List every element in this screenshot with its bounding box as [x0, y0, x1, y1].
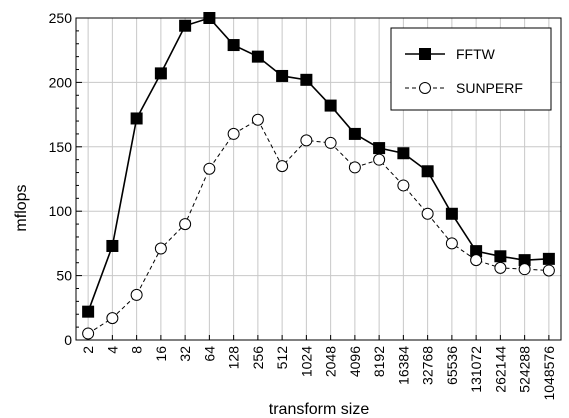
x-tick-label: 1024 — [298, 346, 314, 377]
data-point-sunperf — [227, 127, 240, 140]
legend-marker-fftw — [419, 48, 431, 60]
data-point-sunperf — [542, 264, 555, 277]
series-line-fftw — [87, 17, 549, 312]
data-point-fftw — [445, 207, 458, 220]
data-point-fftw — [251, 50, 264, 63]
x-tick-label: 256 — [250, 346, 266, 370]
series-sunperf — [82, 113, 555, 340]
data-point-sunperf — [154, 242, 167, 255]
y-tick-label: 200 — [49, 74, 73, 90]
y-axis-title: mflops — [13, 184, 30, 231]
x-axis-title: transform size — [269, 401, 370, 418]
data-point-fftw — [348, 127, 361, 140]
x-tick-label: 32768 — [420, 346, 436, 385]
y-tick-label: 250 — [49, 10, 73, 26]
grid-lines — [76, 18, 561, 340]
y-axis: 0 50 100 150 200 250 — [49, 10, 82, 348]
x-tick-label: 65536 — [444, 346, 460, 385]
legend-label-fftw: FFTW — [456, 46, 496, 62]
data-point-sunperf — [397, 179, 410, 192]
data-point-fftw — [227, 39, 240, 52]
x-tick-label: 128 — [226, 346, 242, 370]
data-point-fftw — [179, 19, 192, 32]
data-point-fftw — [421, 165, 434, 178]
legend-entry-fftw: FFTW — [405, 46, 496, 62]
x-tick-label: 131072 — [468, 346, 484, 393]
legend-label-sunperf: SUNPERF — [456, 80, 523, 96]
plot-area — [75, 17, 562, 341]
series-line-sunperf — [87, 119, 549, 334]
data-point-fftw — [542, 252, 555, 265]
x-axis: 2 4 8 16 32 64 128 256 512 1024 2048 4096 8192 16384 3… — [80, 335, 557, 401]
x-tick-label: 16384 — [395, 346, 411, 385]
data-point-fftw — [518, 254, 531, 267]
data-point-sunperf — [518, 263, 531, 276]
x-tick-label: 4096 — [347, 346, 363, 377]
x-tick-label: 4 — [104, 346, 120, 354]
data-point-fftw — [470, 245, 483, 258]
data-point-sunperf — [445, 237, 458, 250]
data-point-fftw — [397, 147, 410, 160]
data-point-sunperf — [179, 218, 192, 231]
x-tick-label: 1048576 — [541, 346, 557, 401]
data-point-sunperf — [130, 288, 143, 301]
data-point-sunperf — [324, 136, 337, 149]
y-tick-label: 50 — [56, 268, 72, 284]
data-point-sunperf — [300, 134, 313, 147]
x-tick-label: 2 — [80, 346, 96, 354]
series-fftw — [82, 12, 555, 318]
data-point-fftw — [373, 142, 386, 155]
y-tick-label: 0 — [64, 332, 72, 348]
legend-entry-sunperf: SUNPERF — [405, 80, 523, 96]
data-point-sunperf — [203, 162, 216, 175]
data-point-fftw — [203, 12, 216, 24]
y-tick-label: 100 — [49, 203, 73, 219]
data-point-fftw — [82, 305, 95, 318]
x-tick-label: 32 — [177, 346, 193, 362]
data-point-sunperf — [106, 312, 119, 325]
data-point-sunperf — [251, 113, 264, 126]
data-point-sunperf — [276, 160, 289, 173]
data-point-sunperf — [421, 207, 434, 220]
legend: FFTW SUNPERF — [390, 27, 552, 111]
data-point-sunperf — [494, 261, 507, 274]
y-tick-label: 150 — [49, 139, 73, 155]
x-tick-label: 512 — [274, 346, 290, 370]
x-tick-label: 16 — [153, 346, 169, 362]
data-point-fftw — [494, 250, 507, 263]
x-tick-label: 524288 — [517, 346, 533, 393]
x-tick-label: 8 — [129, 346, 145, 354]
data-point-fftw — [276, 69, 289, 82]
x-tick-label: 64 — [201, 346, 217, 362]
data-point-fftw — [324, 99, 337, 112]
data-point-fftw — [130, 112, 143, 125]
x-tick-label: 262144 — [492, 346, 508, 393]
data-point-sunperf — [348, 161, 361, 174]
x-tick-label: 8192 — [371, 346, 387, 377]
series-layer — [82, 12, 555, 340]
legend-marker-sunperf — [419, 82, 431, 94]
data-point-fftw — [106, 239, 119, 252]
data-point-fftw — [154, 67, 167, 80]
data-point-sunperf — [373, 153, 386, 166]
data-point-sunperf — [82, 327, 95, 340]
x-tick-label: 2048 — [323, 346, 339, 377]
data-point-fftw — [300, 73, 313, 86]
legend-box — [390, 27, 552, 111]
data-point-sunperf — [470, 254, 483, 267]
